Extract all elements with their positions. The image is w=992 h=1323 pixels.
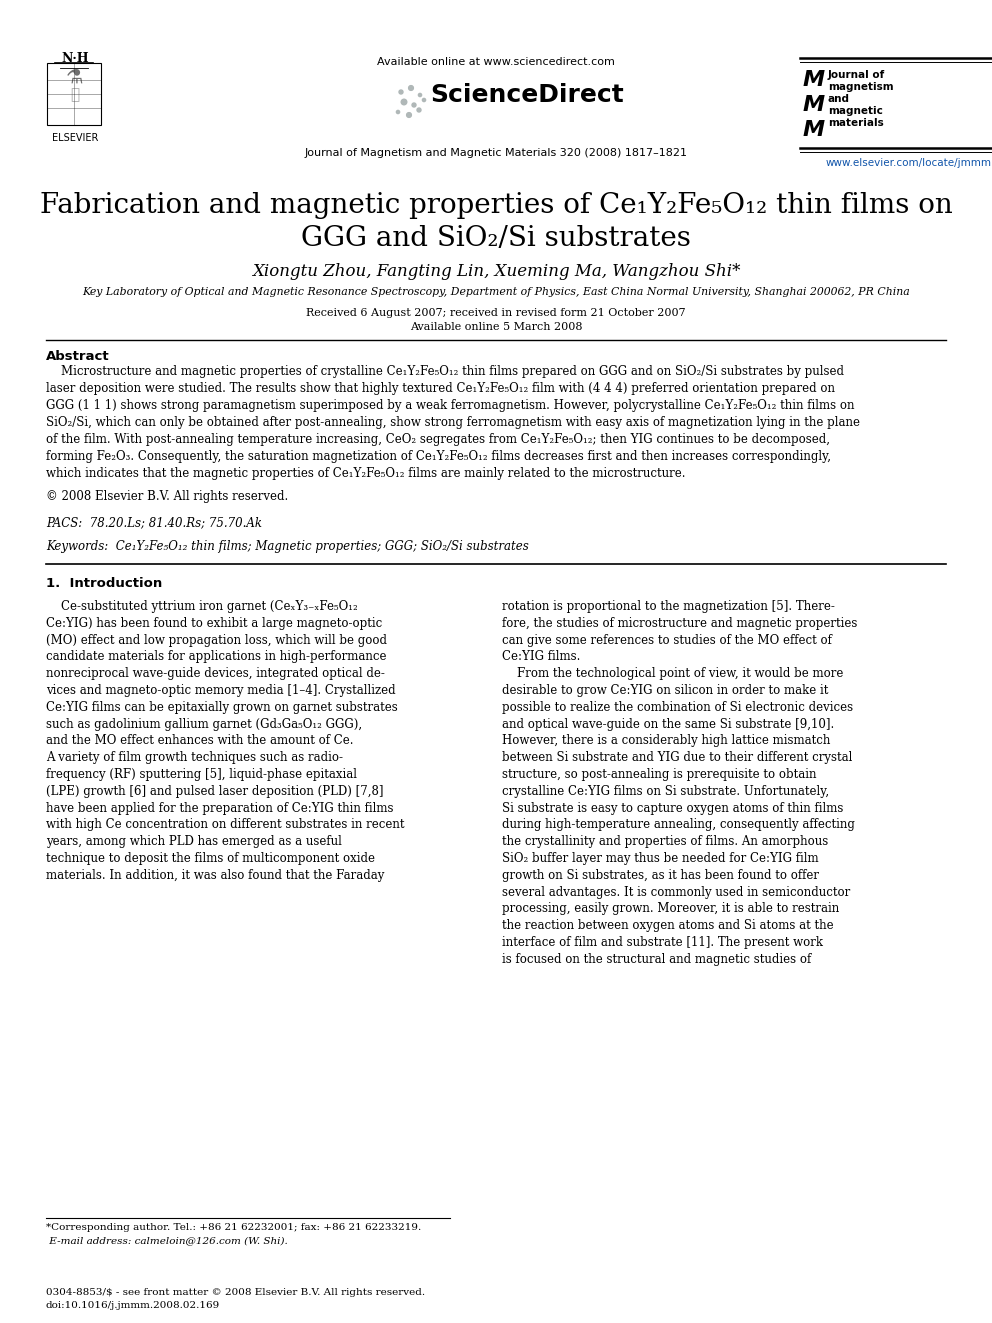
Text: Abstract: Abstract — [46, 351, 110, 363]
Circle shape — [419, 94, 422, 97]
Text: 🏛: 🏛 — [70, 87, 79, 102]
Text: © 2008 Elsevier B.V. All rights reserved.: © 2008 Elsevier B.V. All rights reserved… — [46, 490, 289, 503]
Text: 1.  Introduction: 1. Introduction — [46, 577, 163, 590]
Text: *Corresponding author. Tel.: +86 21 62232001; fax: +86 21 62233219.: *Corresponding author. Tel.: +86 21 6223… — [46, 1222, 422, 1232]
Text: Ce-substituted yttrium iron garnet (CeₓY₃₋ₓFe₅O₁₂
Ce:YIG) has been found to exhi: Ce-substituted yttrium iron garnet (CeₓY… — [46, 601, 405, 882]
Text: www.elsevier.com/locate/jmmm: www.elsevier.com/locate/jmmm — [826, 157, 992, 168]
Circle shape — [399, 90, 403, 94]
Text: Xiongtu Zhou, Fangting Lin, Xueming Ma, Wangzhou Shi*: Xiongtu Zhou, Fangting Lin, Xueming Ma, … — [252, 263, 740, 280]
Text: M: M — [803, 70, 825, 90]
Text: and: and — [828, 94, 850, 105]
Text: materials: materials — [828, 118, 884, 128]
Text: Journal of: Journal of — [828, 70, 885, 79]
Text: Available online 5 March 2008: Available online 5 March 2008 — [410, 321, 582, 332]
Text: M: M — [803, 120, 825, 140]
Circle shape — [407, 112, 412, 118]
Text: E-mail address: calmeloin@126.com (W. Shi).: E-mail address: calmeloin@126.com (W. Sh… — [46, 1236, 288, 1245]
Text: Fabrication and magnetic properties of Ce₁Y₂Fe₅O₁₂ thin films on: Fabrication and magnetic properties of C… — [40, 192, 952, 220]
Text: Keywords:  Ce₁Y₂Fe₅O₁₂ thin films; Magnetic properties; GGG; SiO₂/Si substrates: Keywords: Ce₁Y₂Fe₅O₁₂ thin films; Magnet… — [46, 540, 529, 553]
Text: ⚗: ⚗ — [66, 67, 83, 87]
Text: magnetic: magnetic — [828, 106, 883, 116]
Text: 0304-8853/$ - see front matter © 2008 Elsevier B.V. All rights reserved.: 0304-8853/$ - see front matter © 2008 El… — [46, 1289, 426, 1297]
Text: ELSEVIER: ELSEVIER — [52, 134, 98, 143]
Text: N·H: N·H — [62, 52, 89, 65]
Circle shape — [409, 86, 414, 90]
Text: Available online at www.sciencedirect.com: Available online at www.sciencedirect.co… — [377, 57, 615, 67]
Circle shape — [417, 108, 421, 112]
Circle shape — [397, 110, 400, 114]
Circle shape — [412, 103, 416, 107]
Text: magnetism: magnetism — [828, 82, 894, 93]
Text: M: M — [803, 95, 825, 115]
Text: Microstructure and magnetic properties of crystalline Ce₁Y₂Fe₅O₁₂ thin films pre: Microstructure and magnetic properties o… — [46, 365, 860, 480]
Text: PACS:  78.20.Ls; 81.40.Rs; 75.70.Ak: PACS: 78.20.Ls; 81.40.Rs; 75.70.Ak — [46, 516, 262, 529]
Circle shape — [401, 99, 407, 105]
Text: Key Laboratory of Optical and Magnetic Resonance Spectroscopy, Department of Phy: Key Laboratory of Optical and Magnetic R… — [82, 287, 910, 296]
Text: doi:10.1016/j.jmmm.2008.02.169: doi:10.1016/j.jmmm.2008.02.169 — [46, 1301, 220, 1310]
Text: GGG and SiO₂/Si substrates: GGG and SiO₂/Si substrates — [301, 225, 691, 251]
Circle shape — [423, 98, 426, 102]
Text: Journal of Magnetism and Magnetic Materials 320 (2008) 1817–1821: Journal of Magnetism and Magnetic Materi… — [305, 148, 687, 157]
Text: rotation is proportional to the magnetization [5]. There-
fore, the studies of m: rotation is proportional to the magnetiz… — [502, 601, 857, 966]
Text: ScienceDirect: ScienceDirect — [430, 83, 624, 107]
Text: Received 6 August 2007; received in revised form 21 October 2007: Received 6 August 2007; received in revi… — [307, 308, 685, 318]
